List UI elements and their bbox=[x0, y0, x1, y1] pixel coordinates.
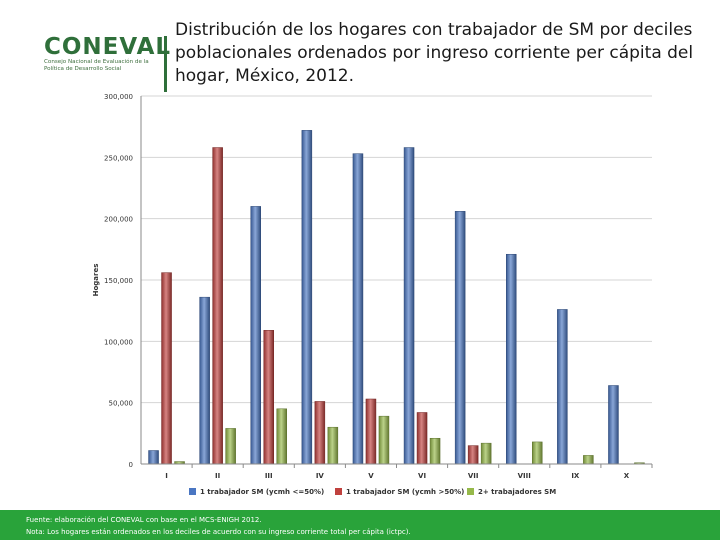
x-tick-label: IX bbox=[571, 472, 580, 480]
bar bbox=[557, 309, 568, 465]
bar bbox=[352, 153, 364, 465]
y-tick-label: 250,000 bbox=[104, 154, 133, 162]
legend-swatch bbox=[335, 488, 342, 495]
bar bbox=[148, 450, 159, 465]
bar bbox=[467, 445, 479, 465]
bar bbox=[250, 206, 261, 465]
legend-label: 1 trabajador SM (ycmh <=50%) bbox=[200, 488, 324, 496]
bar bbox=[161, 272, 172, 465]
bar bbox=[314, 401, 326, 465]
x-tick-label: X bbox=[624, 472, 630, 480]
legend-label: 1 trabajador SM (ycmh >50%) bbox=[346, 488, 464, 496]
x-tick-label: I bbox=[165, 472, 168, 480]
y-tick-label: 100,000 bbox=[104, 338, 133, 346]
x-tick-label: II bbox=[215, 472, 220, 480]
legend-swatch bbox=[467, 488, 474, 495]
bar bbox=[327, 426, 339, 465]
page-title: Distribución de los hogares con trabajad… bbox=[175, 20, 694, 86]
bar bbox=[263, 330, 274, 465]
x-tick-label: III bbox=[265, 472, 273, 480]
grid-layer bbox=[141, 95, 652, 465]
logo-wordmark: CONEVAL bbox=[44, 34, 172, 60]
bar bbox=[480, 442, 492, 465]
bar bbox=[583, 455, 594, 465]
logo-subtitle: Consejo Nacional de Evaluación de la Pol… bbox=[44, 59, 149, 72]
methodology-note: Nota: Los hogares están ordenados en los… bbox=[26, 528, 411, 536]
axes-layer: 0 50,000 100,000 150,000 200,000 250,000 300,0… bbox=[92, 93, 653, 480]
bars-layer bbox=[148, 130, 645, 465]
legend-label: 2+ trabajadores SM bbox=[478, 488, 556, 496]
legend-swatch bbox=[189, 488, 196, 495]
bar bbox=[276, 408, 287, 465]
bar bbox=[532, 441, 543, 465]
x-tick-label: VIII bbox=[518, 472, 531, 480]
y-tick-label: 200,000 bbox=[104, 216, 133, 224]
bar bbox=[403, 147, 415, 465]
x-tick-label: VII bbox=[468, 472, 479, 480]
bar bbox=[365, 398, 377, 465]
y-tick-label: 150,000 bbox=[104, 277, 133, 285]
bar bbox=[212, 147, 223, 465]
bar bbox=[608, 385, 619, 465]
coneval-logo: CONEVAL Consejo Nacional de Evaluación d… bbox=[44, 34, 170, 78]
bar-chart: 0 50,000 100,000 150,000 200,000 250,000 300,0… bbox=[92, 93, 653, 496]
source-note: Fuente: elaboración del CONEVAL con base… bbox=[26, 516, 262, 524]
bar bbox=[454, 211, 466, 465]
bar bbox=[416, 412, 428, 465]
y-tick-label: 50,000 bbox=[109, 400, 134, 408]
bar bbox=[378, 415, 390, 465]
x-tick-label: VI bbox=[418, 472, 426, 480]
logo-divider bbox=[164, 36, 167, 92]
legend: 1 trabajador SM (ycmh <=50%) 1 trabajador… bbox=[189, 488, 556, 496]
y-tick-label: 300,000 bbox=[104, 93, 133, 101]
bar bbox=[429, 437, 441, 465]
y-axis-title: Hogares bbox=[92, 264, 100, 297]
header: CONEVAL Consejo Nacional de Evaluación d… bbox=[0, 0, 720, 92]
bar bbox=[225, 428, 236, 465]
bar bbox=[199, 296, 210, 465]
x-tick-label: IV bbox=[316, 472, 325, 480]
bar bbox=[301, 130, 313, 465]
y-tick-label: 0 bbox=[129, 461, 133, 469]
bar bbox=[506, 253, 517, 465]
x-tick-label: V bbox=[368, 472, 374, 480]
footer-bar: Fuente: elaboración del CONEVAL con base… bbox=[0, 510, 720, 540]
